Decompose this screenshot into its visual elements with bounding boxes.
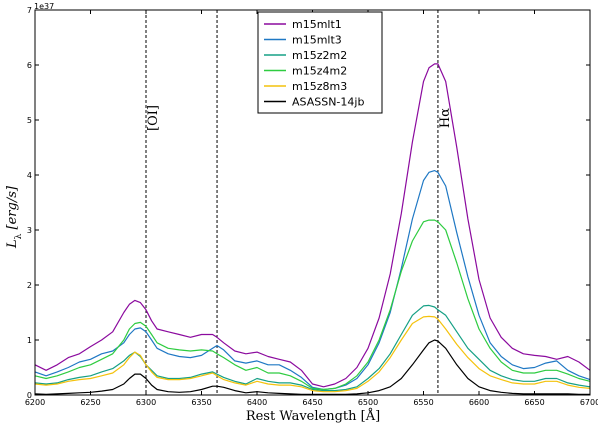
- x-tick-label: 6500: [358, 398, 378, 407]
- series-line: [34, 170, 591, 391]
- x-tick-label: 6200: [25, 398, 45, 407]
- legend-box: [257, 11, 383, 114]
- x-tick-label: 6450: [302, 398, 322, 407]
- y-axis-label: Lλ [erg/s]: [5, 185, 24, 249]
- x-tick-label: 6650: [524, 398, 544, 407]
- x-tick-label: 6250: [80, 398, 100, 407]
- x-tick-label: 6600: [469, 398, 489, 407]
- legend-label: ASASSN-14jb: [292, 96, 364, 109]
- reference-line-label: Hα: [438, 108, 453, 128]
- reference-line-label: [OI]: [146, 105, 161, 131]
- series-line: [34, 304, 591, 392]
- legend-label: m15z8m3: [292, 80, 347, 93]
- legend-label: m15mlt1: [292, 18, 342, 31]
- line-annotations: [OI] Hα: [146, 105, 453, 131]
- y-tick-label: 7: [27, 6, 32, 15]
- series-line: [34, 339, 590, 395]
- legend-label: m15z4m2: [292, 65, 347, 78]
- series-line: [34, 219, 591, 391]
- series-line: [34, 63, 591, 388]
- x-tick-label: 6700: [580, 398, 598, 407]
- x-tick-label: 6550: [413, 398, 433, 407]
- legend-label: m15z2m2: [292, 49, 347, 62]
- x-tick-label: 6400: [247, 398, 267, 407]
- y-tick-label: 5: [27, 116, 32, 125]
- y-tick-label: 2: [27, 281, 32, 290]
- y-tick-label: 1: [27, 336, 32, 345]
- y-tick-label: 4: [27, 171, 32, 180]
- legend-label: m15mlt3: [292, 34, 342, 47]
- x-axis-label: Rest Wavelength [Å]: [246, 408, 380, 424]
- x-tick-label: 6300: [136, 398, 156, 407]
- series-line: [34, 315, 591, 393]
- series-lines: [34, 63, 591, 395]
- y-offset-label: 1e37: [34, 2, 54, 11]
- y-tick-label: 3: [27, 226, 32, 235]
- x-tick-label: 6350: [191, 398, 211, 407]
- legend: m15mlt1 m15mlt3 m15z2m2 m15z4m2 m15z8m3 ASASS…: [257, 11, 383, 114]
- y-tick-label: 0: [27, 391, 32, 400]
- y-tick-label: 6: [27, 61, 32, 70]
- reference-lines: [145, 10, 439, 395]
